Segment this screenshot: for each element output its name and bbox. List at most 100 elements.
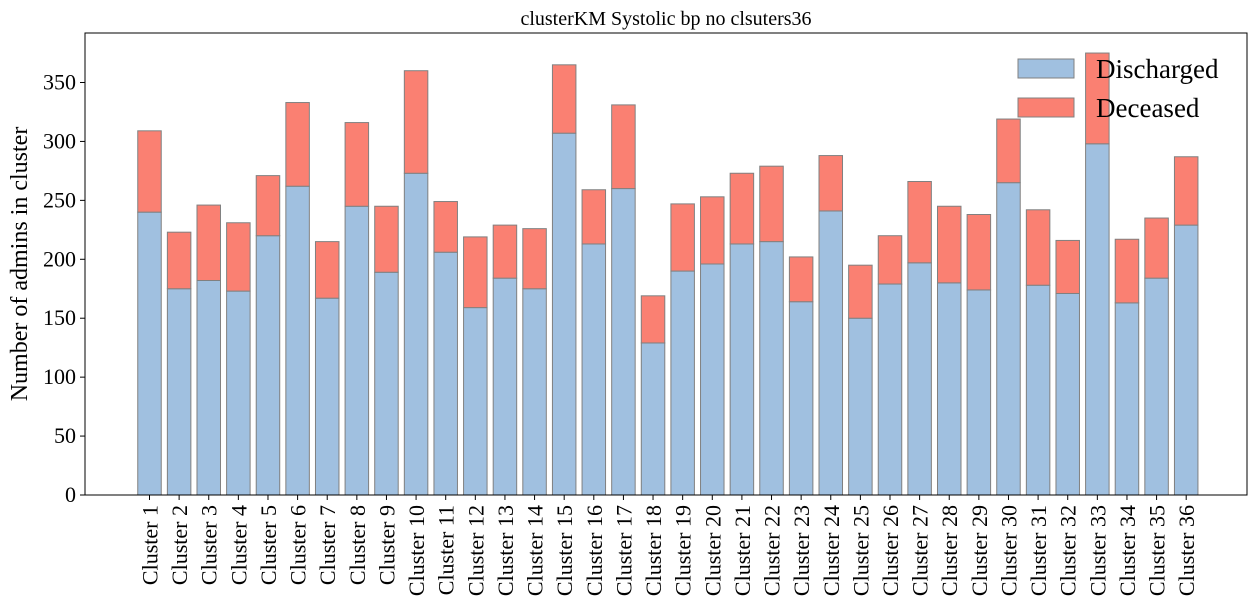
x-tick-label: Cluster 21 <box>730 505 755 596</box>
bar-discharged-24 <box>818 210 844 496</box>
bar-deceased-16 <box>581 189 607 245</box>
bar-discharged-26 <box>877 283 903 496</box>
bar-deceased-28 <box>936 205 962 284</box>
bar-discharged-9 <box>374 271 399 496</box>
bar-discharged-10 <box>403 172 429 496</box>
bar-discharged-7 <box>314 297 340 496</box>
x-tick-label: Cluster 16 <box>582 505 607 596</box>
bar-deceased-35 <box>1144 217 1169 279</box>
y-tick-label: 200 <box>43 246 76 271</box>
bar-deceased-25 <box>848 264 873 319</box>
bar-deceased-4 <box>226 222 251 292</box>
y-tick-label: 350 <box>43 70 76 95</box>
bar-deceased-31 <box>1025 209 1051 286</box>
x-tick-label: Cluster 17 <box>611 505 636 596</box>
bar-discharged-34 <box>1114 302 1140 496</box>
bar-discharged-1 <box>137 211 162 496</box>
bar-deceased-30 <box>996 118 1021 184</box>
x-tick-label: Cluster 4 <box>226 505 251 585</box>
bar-discharged-29 <box>966 289 992 496</box>
x-tick-label: Cluster 33 <box>1085 505 1110 596</box>
x-tick-label: Cluster 1 <box>138 505 163 585</box>
x-tick-label: Cluster 19 <box>671 505 696 596</box>
x-tick-label: Cluster 10 <box>404 505 429 596</box>
bar-deceased-9 <box>374 205 399 273</box>
bar-discharged-13 <box>492 277 518 496</box>
bar-deceased-14 <box>522 228 547 290</box>
x-tick-label: Cluster 3 <box>197 505 222 585</box>
bar-deceased-33 <box>1085 52 1110 145</box>
x-tick-label: Cluster 27 <box>908 505 933 596</box>
bar-discharged-5 <box>255 235 281 496</box>
bar-discharged-20 <box>700 263 725 496</box>
bar-deceased-36 <box>1173 156 1199 226</box>
x-tick-label: Cluster 24 <box>819 505 844 596</box>
bar-deceased-18 <box>640 295 666 344</box>
x-tick-label: Cluster 8 <box>345 505 370 585</box>
bar-discharged-25 <box>848 317 873 496</box>
y-axis-label: Number of admins in cluster <box>7 127 33 402</box>
bar-deceased-12 <box>463 236 488 309</box>
bar-discharged-33 <box>1085 143 1110 496</box>
bar-discharged-16 <box>581 243 607 496</box>
x-tick-label: Cluster 26 <box>878 505 903 596</box>
bar-deceased-29 <box>966 214 992 291</box>
x-axis-ticks: Cluster 1 Cluster 2 Cluster 3 Cluster 4 Clus… <box>138 495 1199 596</box>
bar-deceased-7 <box>314 241 340 299</box>
bar-deceased-15 <box>551 64 577 134</box>
y-tick-label: 100 <box>43 364 76 389</box>
legend-label-deceased: Deceased <box>1096 93 1200 123</box>
x-tick-label: Cluster 31 <box>1026 505 1051 596</box>
bar-deceased-27 <box>907 181 932 264</box>
x-tick-label: Cluster 36 <box>1174 505 1199 596</box>
plot-frame <box>84 32 1248 496</box>
y-tick-label: 0 <box>65 482 76 507</box>
chart-title: clusterKM Systolic bp no clsuters36 <box>520 8 811 30</box>
x-tick-label: Cluster 22 <box>760 505 785 596</box>
bar-discharged-27 <box>907 262 932 496</box>
bar-discharged-4 <box>226 290 251 496</box>
bar-discharged-35 <box>1144 277 1169 496</box>
bar-discharged-31 <box>1025 284 1051 496</box>
x-tick-label: Cluster 5 <box>256 505 281 585</box>
bar-deceased-32 <box>1055 239 1080 294</box>
bar-discharged-19 <box>670 270 695 496</box>
bar-group <box>137 52 1199 496</box>
legend-swatch-deceased <box>1017 97 1075 118</box>
bar-discharged-15 <box>551 132 577 496</box>
bar-discharged-36 <box>1173 224 1199 496</box>
bar-discharged-21 <box>729 243 755 496</box>
legend-label-discharged: Discharged <box>1096 54 1219 84</box>
bar-discharged-2 <box>166 288 192 496</box>
bar-deceased-23 <box>788 256 814 303</box>
x-tick-label: Cluster 7 <box>315 505 340 585</box>
bar-discharged-30 <box>996 182 1021 496</box>
bar-discharged-18 <box>640 342 666 496</box>
bar-deceased-17 <box>611 104 636 190</box>
x-tick-label: Cluster 2 <box>167 505 192 585</box>
bar-deceased-13 <box>492 224 518 279</box>
bar-deceased-26 <box>877 235 903 285</box>
bar-discharged-28 <box>936 282 962 496</box>
bar-discharged-8 <box>344 205 370 496</box>
bar-deceased-21 <box>729 172 755 245</box>
bar-deceased-3 <box>196 204 221 282</box>
bar-discharged-22 <box>759 241 784 496</box>
bar-discharged-3 <box>196 280 221 496</box>
x-tick-label: Cluster 23 <box>789 505 814 596</box>
bar-discharged-11 <box>433 251 458 496</box>
bar-deceased-2 <box>166 231 192 290</box>
x-tick-label: Cluster 28 <box>937 505 962 596</box>
x-tick-label: Cluster 18 <box>641 505 666 596</box>
bar-discharged-6 <box>285 185 310 496</box>
x-tick-label: Cluster 35 <box>1145 505 1170 596</box>
x-tick-label: Cluster 12 <box>463 505 488 596</box>
x-tick-label: Cluster 9 <box>374 505 399 585</box>
bar-discharged-17 <box>611 188 636 496</box>
bar-discharged-12 <box>463 307 488 496</box>
x-tick-label: Cluster 14 <box>523 505 548 596</box>
y-axis-ticks: 0 50 100 150 200 250 300 350 <box>43 70 85 507</box>
y-tick-label: 300 <box>43 128 76 153</box>
bar-deceased-20 <box>700 196 725 265</box>
